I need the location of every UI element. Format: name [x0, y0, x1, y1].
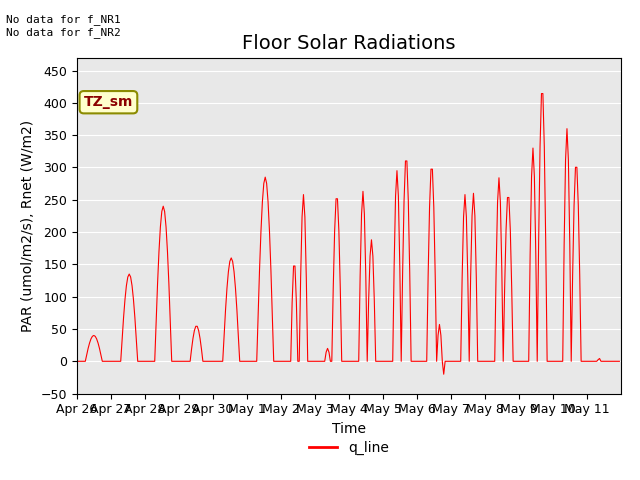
X-axis label: Time: Time	[332, 422, 366, 436]
Text: No data for f_NR1
No data for f_NR2: No data for f_NR1 No data for f_NR2	[6, 14, 121, 38]
Y-axis label: PAR (umol/m2/s), Rnet (W/m2): PAR (umol/m2/s), Rnet (W/m2)	[21, 120, 35, 332]
Title: Floor Solar Radiations: Floor Solar Radiations	[242, 34, 456, 53]
Text: TZ_sm: TZ_sm	[84, 95, 133, 109]
Legend: q_line: q_line	[303, 435, 394, 461]
